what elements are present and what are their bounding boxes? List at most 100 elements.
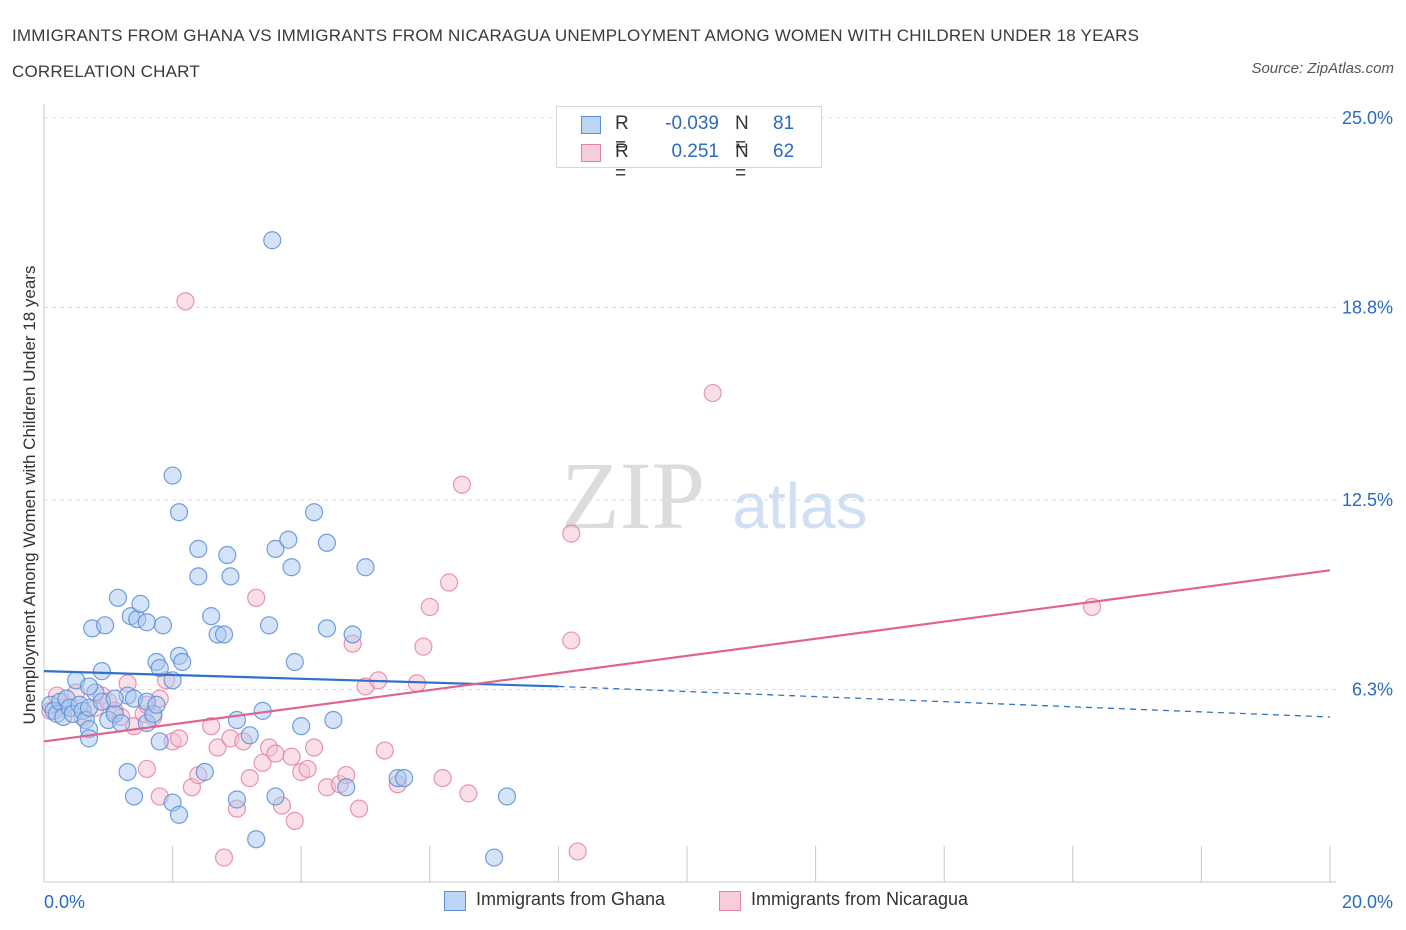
nicaragua-point — [169, 729, 189, 748]
nicaragua-point — [439, 573, 459, 592]
ghana-point — [150, 732, 169, 751]
grid-lines — [44, 117, 1336, 690]
nicaragua-point — [304, 738, 324, 757]
nicaragua-point — [562, 524, 581, 543]
ghana-r-label: R = — [615, 113, 629, 156]
ghana-point — [227, 790, 246, 809]
y-tick-label: 6.3% — [1352, 679, 1393, 699]
ghana-point — [153, 616, 173, 635]
nicaragua-point — [285, 811, 304, 830]
ghana-point — [105, 689, 124, 708]
ghana-point — [266, 539, 285, 558]
nicaragua-point — [214, 848, 234, 867]
nicaragua-n-value: 62 — [773, 141, 795, 162]
tick-labels: 6.3% 12.5% 18.8% 25.0% 0.0% 20.0% — [44, 108, 1393, 912]
nicaragua-r-value: 0.251 — [671, 141, 719, 162]
nicaragua-n-label: N = — [735, 141, 749, 184]
x-tick-label: 20.0% — [1342, 892, 1393, 912]
ghana-point — [79, 677, 99, 696]
ghana-point — [108, 588, 128, 607]
ghana-point — [214, 625, 234, 644]
nicaragua-point — [349, 799, 369, 818]
ghana-point — [266, 787, 285, 806]
nicaragua-point — [433, 768, 452, 788]
nicaragua-point — [282, 747, 301, 766]
ghana-point — [169, 805, 189, 824]
nicaragua-point — [202, 717, 221, 736]
ghana-r-value: -0.039 — [665, 113, 719, 134]
bottom-ghana-swatch — [444, 891, 466, 911]
bottom-nicaragua-label: Immigrants from Nicaragua — [751, 889, 969, 909]
ghana-point — [324, 710, 343, 730]
ghana-point — [285, 652, 304, 672]
chart-title: IMMIGRANTS FROM GHANA VS IMMIGRANTS FROM… — [12, 26, 1140, 81]
ghana-trend-extension — [558, 685, 1331, 718]
y-axis-label: Unemployment Among Women with Children U… — [20, 265, 39, 725]
bottom-nicaragua-swatch — [719, 891, 741, 911]
nicaragua-r-label: R = — [615, 141, 629, 184]
nicaragua-trend-line — [43, 569, 1331, 743]
ghana-points — [41, 231, 517, 867]
watermark-zip: ZIP — [561, 442, 705, 549]
y-tick-label: 25.0% — [1342, 108, 1393, 128]
watermark: ZIP atlas — [561, 442, 868, 549]
ghana-point — [163, 466, 182, 485]
ghana-point — [497, 787, 517, 806]
ghana-point — [189, 539, 208, 558]
ghana-point — [485, 848, 504, 867]
ghana-point — [304, 503, 324, 522]
ghana-point — [150, 658, 169, 678]
ghana-point — [95, 616, 115, 635]
ghana-point — [218, 545, 237, 565]
axes — [43, 104, 1336, 883]
y-tick-label: 18.8% — [1342, 297, 1393, 317]
trend-lines — [43, 569, 1331, 743]
nicaragua-point — [562, 631, 581, 650]
nicaragua-swatch — [581, 144, 601, 162]
nicaragua-point — [253, 753, 272, 772]
ghana-point — [195, 762, 214, 782]
ghana-point — [282, 558, 301, 577]
correlation-legend: R = -0.039 N = 81 R = 0.251 N = 62 — [556, 106, 822, 184]
ghana-point — [137, 613, 156, 632]
ghana-point — [173, 652, 192, 672]
ghana-point — [317, 619, 337, 638]
ghana-point — [292, 717, 311, 736]
nicaragua-point — [568, 842, 587, 861]
ghana-point — [263, 231, 282, 250]
y-tick-label: 12.5% — [1342, 490, 1393, 510]
ghana-point — [337, 778, 356, 797]
ghana-point — [79, 729, 99, 748]
ghana-point — [92, 662, 111, 681]
nicaragua-point — [208, 738, 227, 757]
ghana-point — [189, 567, 208, 586]
ghana-n-label: N = — [735, 113, 749, 156]
ghana-point — [118, 762, 137, 782]
nicaragua-point — [703, 383, 722, 403]
ghana-point — [112, 713, 131, 733]
ghana-point — [279, 530, 298, 549]
ghana-point — [221, 567, 240, 586]
nicaragua-point — [266, 744, 285, 763]
ghana-point — [343, 625, 362, 644]
nicaragua-point — [375, 741, 394, 760]
ghana-swatch — [581, 116, 601, 134]
x-tick-label: 0.0% — [44, 892, 85, 912]
ghana-point — [147, 695, 166, 714]
bottom-ghana-label: Immigrants from Ghana — [476, 889, 666, 909]
ghana-point — [247, 830, 266, 849]
ghana-point — [131, 594, 150, 614]
ghana-point — [356, 558, 375, 577]
nicaragua-point — [452, 475, 472, 494]
nicaragua-point — [176, 292, 195, 311]
nicaragua-point — [414, 637, 433, 656]
ghana-point — [169, 503, 189, 522]
ghana-n-value: 81 — [773, 113, 795, 134]
nicaragua-point — [137, 759, 156, 779]
source-label: Source: ZipAtlas.com — [1251, 60, 1394, 77]
ghana-point — [202, 607, 221, 626]
nicaragua-point — [247, 588, 266, 607]
ghana-point — [259, 616, 279, 635]
nicaragua-point — [298, 759, 317, 779]
